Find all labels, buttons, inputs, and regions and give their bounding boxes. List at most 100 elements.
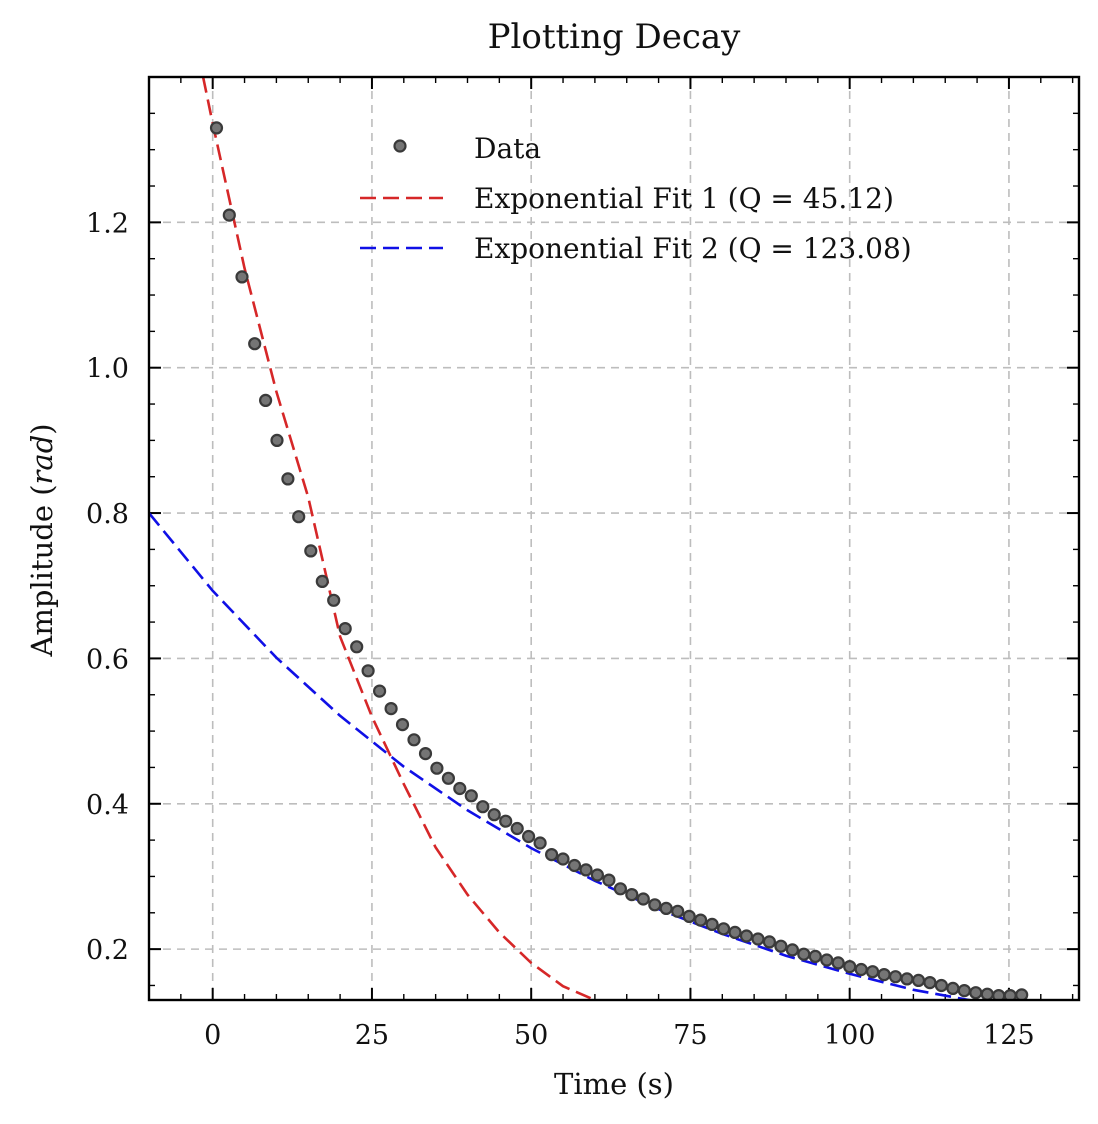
legend: Data Exponential Fit 1 (Q = 45.12) Expon… <box>360 132 912 265</box>
y-tick-label: 0.2 <box>86 935 129 966</box>
data-point <box>762 935 777 949</box>
data-point <box>911 973 926 988</box>
fit-line-2 <box>149 512 977 1000</box>
data-point <box>934 978 949 993</box>
data-point <box>259 393 273 407</box>
data-point <box>315 574 329 589</box>
y-axis-label: Amplitude (rad) <box>25 423 59 657</box>
y-tick-label: 0.4 <box>86 790 129 821</box>
data-point <box>671 904 685 918</box>
data-point <box>900 972 914 986</box>
data-point <box>407 733 421 747</box>
data-point <box>625 887 639 902</box>
data-point <box>854 962 868 977</box>
data-point <box>957 983 971 998</box>
data-point <box>865 965 880 979</box>
data-point <box>235 270 249 284</box>
data-point <box>441 771 455 785</box>
legend-label-fit2: Exponential Fit 2 (Q = 123.08) <box>474 232 912 265</box>
data-point <box>785 943 800 957</box>
x-tick-label: 75 <box>673 1020 707 1051</box>
chart-title: Plotting Decay <box>488 17 742 57</box>
y-axis-label-unit: rad <box>25 435 59 485</box>
data-point <box>281 472 295 486</box>
data-point <box>923 975 937 990</box>
data-point <box>716 922 731 936</box>
data-point <box>659 901 673 916</box>
x-axis-label: Time (s) <box>554 1067 674 1101</box>
x-tick-label: 100 <box>824 1020 876 1051</box>
data-point <box>648 898 662 912</box>
data-point <box>476 800 490 814</box>
data-point <box>361 664 375 678</box>
data-point <box>430 761 444 775</box>
data-point <box>556 852 570 866</box>
data-point <box>350 640 364 654</box>
series-layer <box>149 77 1029 1000</box>
x-tick-label: 0 <box>204 1020 221 1051</box>
data-point <box>544 847 559 862</box>
data-point <box>579 863 593 877</box>
legend-data-marker <box>393 139 407 153</box>
data-point <box>533 836 547 850</box>
data-point <box>209 121 224 135</box>
y-tick-label: 0.6 <box>86 644 129 675</box>
data-point <box>418 746 433 761</box>
grid-lines <box>149 77 1079 1000</box>
data-point <box>464 789 478 803</box>
data-point <box>327 593 341 607</box>
x-tick-label: 50 <box>514 1020 548 1051</box>
x-tick-labels: 0 25 50 75 100 125 <box>204 1020 1035 1051</box>
data-point <box>270 433 284 447</box>
data-point <box>248 337 262 351</box>
data-point <box>590 868 605 882</box>
data-point <box>453 781 467 796</box>
data-point <box>602 873 616 887</box>
fit-line-1 <box>201 77 598 1000</box>
x-tick-label: 25 <box>355 1020 389 1051</box>
data-point <box>774 939 788 953</box>
data-point <box>499 814 513 828</box>
data-point <box>705 917 719 932</box>
minor-ticks <box>149 77 1079 1000</box>
data-point <box>797 947 811 961</box>
data-point <box>613 882 628 896</box>
data-point <box>693 913 708 927</box>
legend-label-fit1: Exponential Fit 1 (Q = 45.12) <box>474 182 894 215</box>
y-tick-label: 0.8 <box>86 499 129 530</box>
data-point <box>487 808 501 822</box>
data-point <box>636 892 650 906</box>
data-point <box>384 701 398 716</box>
data-point <box>567 858 582 873</box>
data-point <box>946 981 960 996</box>
data-point <box>831 956 845 970</box>
y-axis-label-close: ) <box>25 423 59 434</box>
data-point <box>338 621 352 636</box>
y-tick-label: 1.0 <box>86 354 129 385</box>
plot-frame <box>147 75 1081 1002</box>
data-point <box>728 925 742 940</box>
y-tick-labels: 0.2 0.4 0.6 0.8 1.0 1.2 <box>86 208 129 966</box>
data-point <box>1015 988 1029 1000</box>
data-point <box>510 821 524 836</box>
data-point <box>888 970 903 984</box>
data-point <box>292 510 306 524</box>
data-point <box>395 717 410 732</box>
x-tick-label: 125 <box>983 1020 1035 1051</box>
data-point <box>739 929 754 943</box>
data-point <box>222 208 236 222</box>
data-point <box>980 987 994 1000</box>
y-axis-label-text: Amplitude ( <box>25 484 59 657</box>
y-tick-label: 1.2 <box>86 208 129 239</box>
data-point <box>808 949 822 964</box>
legend-label-data: Data <box>474 132 541 165</box>
data-point <box>304 544 318 558</box>
data-point <box>877 967 891 982</box>
data-point <box>969 986 983 1000</box>
data-point <box>521 829 536 844</box>
data-point <box>751 932 765 946</box>
data-point <box>682 909 696 924</box>
data-point <box>820 953 834 967</box>
data-point <box>843 959 857 974</box>
